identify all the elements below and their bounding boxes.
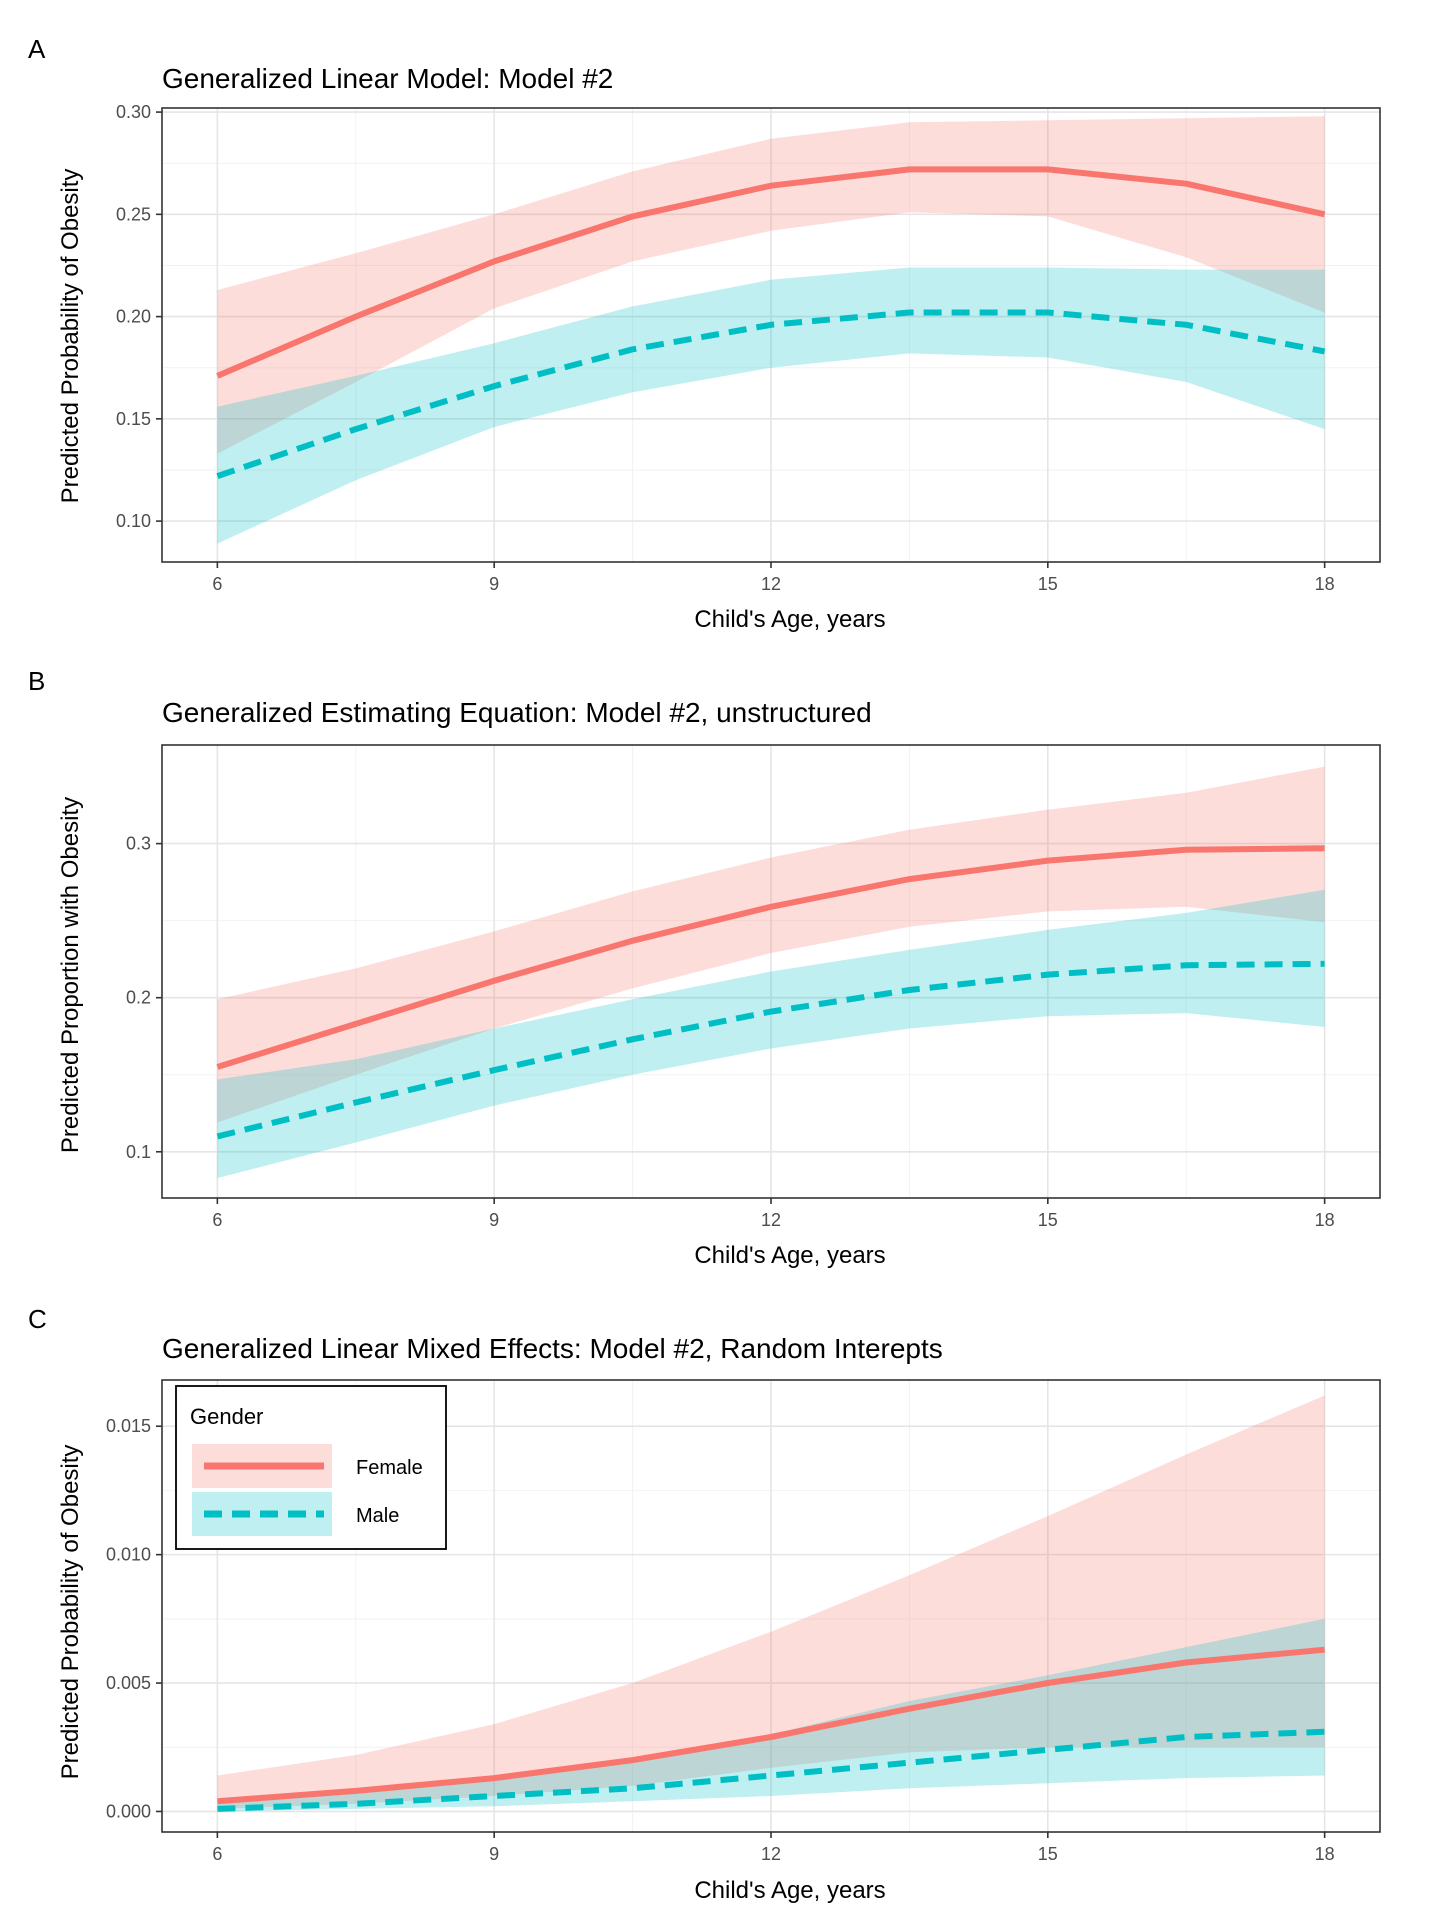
- y-tick-label: 0.30: [116, 102, 151, 122]
- x-tick-label: 6: [212, 1210, 222, 1230]
- x-tick-label: 15: [1038, 574, 1058, 594]
- x-tick-label: 9: [489, 1844, 499, 1864]
- legend-item-male: Male: [192, 1492, 399, 1536]
- panel-letter: B: [28, 666, 45, 696]
- panel-b: B Generalized Estimating Equation: Model…: [28, 666, 1381, 1269]
- y-axis-title: Predicted Proportion with Obesity: [57, 797, 84, 1153]
- legend-label: Male: [356, 1505, 399, 1527]
- y-tick-label: 0.20: [116, 307, 151, 327]
- panel-title: Generalized Linear Model: Model #2: [162, 63, 613, 94]
- confidence-band-male: [217, 889, 1325, 1178]
- x-axis-title: Child's Age, years: [694, 1877, 885, 1904]
- panel-title: Generalized Linear Mixed Effects: Model …: [162, 1333, 943, 1364]
- series-line-male: [217, 1728, 1325, 1812]
- x-tick-label: 9: [489, 574, 499, 594]
- series-line-male: [216, 960, 1325, 1140]
- y-tick-label: 0.3: [126, 834, 151, 854]
- panel-c: C Generalized Linear Mixed Effects: Mode…: [28, 1304, 1381, 1904]
- y-tick-label: 0.10: [116, 511, 151, 531]
- y-tick-label: 0.010: [106, 1545, 151, 1565]
- x-axis-title: Child's Age, years: [694, 1242, 885, 1269]
- panel-a: A Generalized Linear Model: Model #2 Pre…: [28, 34, 1381, 633]
- y-tick-label: 0.15: [116, 409, 151, 429]
- y-tick-label: 0.000: [106, 1801, 151, 1821]
- y-tick-label: 0.1: [126, 1142, 151, 1162]
- series-line-male: [216, 309, 1326, 479]
- series-line-female: [217, 1646, 1325, 1805]
- x-tick-label: 12: [761, 1210, 781, 1230]
- legend-title: Gender: [190, 1404, 263, 1429]
- legend: Gender Female Male: [175, 1385, 447, 1550]
- x-tick-label: 18: [1315, 1210, 1335, 1230]
- series-line-female: [216, 845, 1325, 1070]
- x-axis-title: Child's Age, years: [694, 606, 885, 633]
- x-tick-label: 15: [1038, 1844, 1058, 1864]
- plot-area: 6 9 12 15 18 0.1 0.2 0.3: [126, 744, 1381, 1230]
- y-tick-label: 0.015: [106, 1416, 151, 1436]
- legend-item-female: Female: [192, 1444, 423, 1488]
- x-tick-label: 18: [1315, 574, 1335, 594]
- x-tick-label: 15: [1038, 1210, 1058, 1230]
- x-tick-label: 6: [212, 1844, 222, 1864]
- confidence-band-male: [217, 1618, 1325, 1812]
- x-tick-label: 18: [1315, 1844, 1335, 1864]
- confidence-band-female: [217, 1395, 1325, 1809]
- x-tick-label: 12: [761, 1844, 781, 1864]
- y-tick-label: 0.005: [106, 1673, 151, 1693]
- legend-label: Female: [356, 1457, 423, 1479]
- y-tick-label: 0.2: [126, 988, 151, 1008]
- y-axis-title: Predicted Probability of Obesity: [57, 1445, 84, 1780]
- confidence-band-female: [217, 766, 1325, 1123]
- series-line-female: [216, 166, 1326, 379]
- x-tick-label: 12: [761, 574, 781, 594]
- panel-letter: C: [28, 1304, 47, 1334]
- x-tick-label: 6: [212, 574, 222, 594]
- panel-letter: A: [28, 34, 46, 64]
- x-tick-label: 9: [489, 1210, 499, 1230]
- y-tick-label: 0.25: [116, 204, 151, 224]
- confidence-band-female: [217, 116, 1325, 454]
- confidence-band-male: [217, 267, 1325, 544]
- y-axis-title: Predicted Probability of Obesity: [57, 169, 84, 504]
- panel-title: Generalized Estimating Equation: Model #…: [162, 697, 872, 728]
- plot-area: 6 9 12 15 18 0.10 0.15 0.20 0.25 0.30: [116, 102, 1381, 594]
